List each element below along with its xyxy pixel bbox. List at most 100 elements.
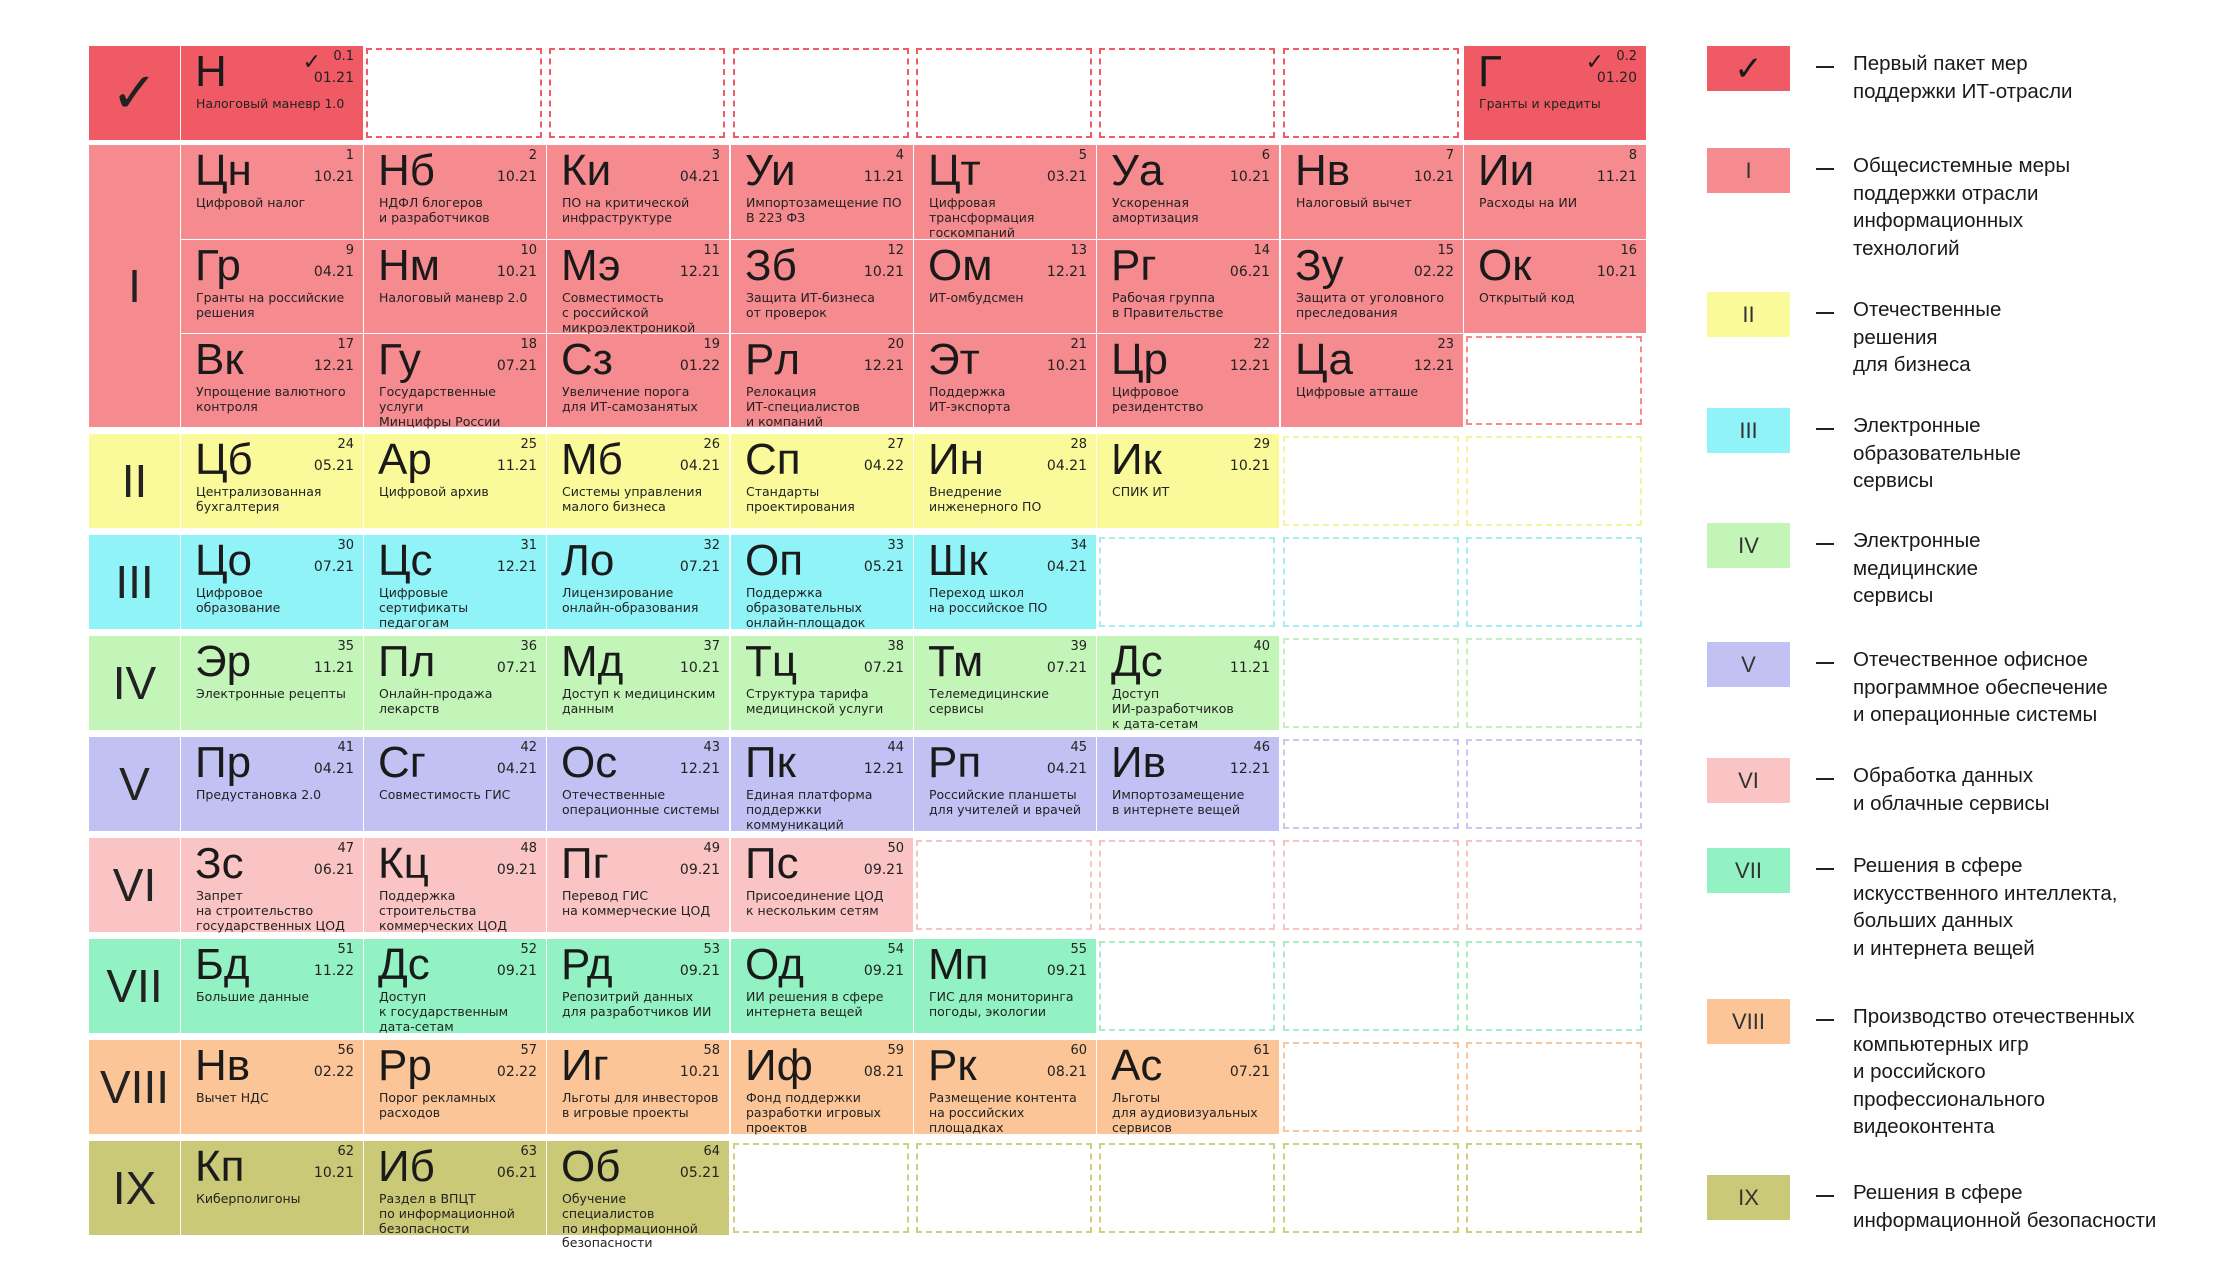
measure-name: Онлайн-продажа лекарств — [379, 686, 493, 716]
measure-number: 57 — [520, 1043, 537, 1058]
empty-cell — [1283, 1143, 1459, 1233]
measure-cell: Рп 45 04.21 Российские планшеты для учителе… — [914, 737, 1096, 831]
measure-number: 55 — [1070, 942, 1087, 957]
measure-symbol: Мб — [561, 435, 623, 484]
measure-cell: Рр 57 02.22 Порог рекламных расходов — [364, 1040, 546, 1134]
measure-symbol: Тц — [745, 637, 798, 686]
measure-date: 10.21 — [496, 264, 537, 280]
measure-symbol: Нв — [1295, 146, 1351, 195]
measure-date: 04.21 — [313, 264, 354, 280]
measure-name: Единая платформа поддержки коммуникаций — [746, 787, 873, 832]
measure-name: Льготы для инвесторов в игровые проекты — [562, 1090, 719, 1120]
measure-cell: Нв 7 10.21 Налоговый вычет — [1281, 145, 1463, 239]
measure-name: Цифровое образование — [196, 585, 281, 615]
measure-number: 51 — [337, 942, 354, 957]
checkmark-icon: ✓ — [302, 50, 321, 75]
measure-name: Репозитрий данных для разработчиков ИИ — [562, 989, 712, 1019]
measure-date: 07.21 — [496, 660, 537, 676]
measure-number: 60 — [1070, 1043, 1087, 1058]
measure-name: Киберполигоны — [196, 1191, 301, 1206]
measure-number: 6 — [1261, 148, 1270, 163]
measure-name: Размещение контента на российских площад… — [929, 1090, 1077, 1135]
measure-cell: Зс 47 06.21 Запрет на строительство государ… — [181, 838, 363, 932]
measure-date: 09.21 — [863, 862, 904, 878]
measure-symbol: Рг — [1111, 241, 1157, 290]
measure-name: Защита от уголовного преследования — [1296, 290, 1445, 320]
measure-cell: Цо 30 07.21 Цифровое образование — [181, 535, 363, 629]
legend-text: Отечественные решения для бизнеса — [1853, 298, 2002, 376]
measure-date: 09.21 — [863, 963, 904, 979]
measure-date: 10.21 — [863, 264, 904, 280]
measure-number: 4 — [895, 148, 904, 163]
measure-cell: Ас 61 07.21 Льготы для аудиовизуальных серв… — [1097, 1040, 1279, 1134]
measure-symbol: Рл — [745, 335, 801, 384]
measure-symbol: Ца — [1295, 335, 1353, 384]
measure-date: 04.21 — [1046, 458, 1087, 474]
measure-symbol: Кц — [378, 839, 429, 888]
measure-symbol: Вк — [195, 335, 244, 384]
measure-number: 5 — [1078, 148, 1087, 163]
measure-number: 20 — [887, 337, 904, 352]
measure-number: 50 — [887, 841, 904, 856]
measure-cell: Ив 46 12.21 Импортозамещение в интернете ве… — [1097, 737, 1279, 831]
measure-date: 01.22 — [679, 358, 720, 374]
measure-number: 29 — [1253, 437, 1270, 452]
measure-date: 10.21 — [1229, 169, 1270, 185]
measure-symbol: Нб — [378, 146, 435, 195]
measure-number: 16 — [1620, 243, 1637, 258]
measure-date: 07.21 — [496, 358, 537, 374]
measure-name: СПИК ИТ — [1112, 484, 1170, 499]
measure-name: Стандарты проектирования — [746, 484, 855, 514]
measure-date: 10.21 — [313, 1165, 354, 1181]
empty-cell — [916, 48, 1092, 138]
measure-number: 23 — [1437, 337, 1454, 352]
measure-symbol: Цс — [378, 536, 433, 585]
measure-number: 19 — [703, 337, 720, 352]
measure-date: 03.21 — [1046, 169, 1087, 185]
measure-cell: Г 0.2 01.20 Гранты и кредиты ✓ — [1464, 46, 1646, 140]
measure-number: 58 — [703, 1043, 720, 1058]
empty-cell — [1466, 436, 1642, 526]
legend-item-iii: III Электронные образовательные сервисы — [1707, 408, 2227, 492]
measure-number: 8 — [1628, 148, 1637, 163]
legend-item-v: V Отечественное офисное программное обесп… — [1707, 642, 2227, 726]
measure-cell: Ом 13 12.21 ИТ-омбудсмен — [914, 240, 1096, 333]
measure-name: Совместимость с российской микроэлектрон… — [562, 290, 696, 335]
measure-number: 45 — [1070, 740, 1087, 755]
measure-name: Гранты на российские решения — [196, 290, 345, 320]
measure-symbol: Иф — [745, 1041, 813, 1090]
measure-number: 26 — [703, 437, 720, 452]
empty-cell — [1099, 1143, 1275, 1233]
measure-number: 12 — [887, 243, 904, 258]
measure-number: 34 — [1070, 538, 1087, 553]
row-label-ix: IX — [89, 1141, 180, 1235]
measure-cell: Эр 35 11.21 Электронные рецепты — [181, 636, 363, 730]
legend-swatch: VI — [1707, 758, 1790, 803]
measure-symbol: Цр — [1111, 335, 1169, 384]
measure-name: Поддержка строительства коммерческих ЦОД — [379, 888, 507, 933]
measure-name: Льготы для аудиовизуальных сервисов — [1112, 1090, 1258, 1135]
measure-cell: Уа 6 10.21 Ускоренная амортизация — [1097, 145, 1279, 239]
measure-symbol: Оп — [745, 536, 804, 585]
measure-number: 64 — [703, 1144, 720, 1159]
legend-swatch: III — [1707, 408, 1790, 453]
measure-cell: Цт 5 03.21 Цифровая трансформация госкомпан… — [914, 145, 1096, 239]
measure-cell: Од 54 09.21 ИИ решения в сфере интернета ве… — [731, 939, 913, 1033]
legend-dash — [1816, 66, 1834, 68]
measure-name: Совместимость ГИС — [379, 787, 511, 802]
measure-number: 11 — [703, 243, 720, 258]
legend-dash — [1816, 168, 1834, 170]
measure-name: Импортозамещение ПО В 223 ФЗ — [746, 195, 902, 225]
measure-symbol: Ом — [928, 241, 993, 290]
measure-name: Цифровой архив — [379, 484, 489, 499]
measure-cell: Пл 36 07.21 Онлайн-продажа лекарств — [364, 636, 546, 730]
measure-symbol: Уи — [745, 146, 796, 195]
measure-name: Внедрение инженерного ПО — [929, 484, 1042, 514]
measure-symbol: Од — [745, 940, 804, 989]
empty-cell — [1283, 537, 1459, 627]
measure-date: 12.21 — [863, 358, 904, 374]
measure-name: Расходы на ИИ — [1479, 195, 1578, 210]
row-label-vi: VI — [89, 838, 180, 932]
measure-cell: Мэ 11 12.21 Совместимость с российской микр… — [547, 240, 729, 335]
measure-symbol: Кп — [195, 1142, 245, 1191]
